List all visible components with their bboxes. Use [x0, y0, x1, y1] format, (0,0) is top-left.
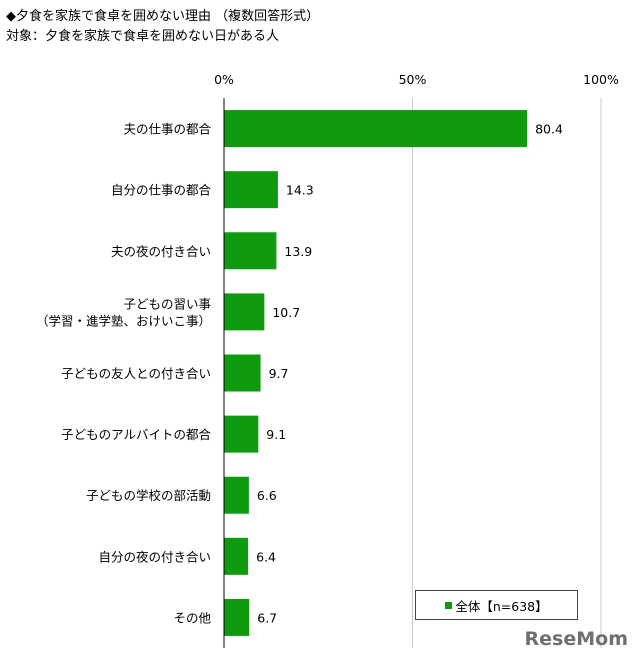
bar — [224, 598, 250, 636]
bar — [224, 476, 249, 514]
category-label: 夫の仕事の都合 — [123, 122, 211, 137]
bar — [224, 415, 259, 453]
watermark-logo: ReseMom — [524, 628, 628, 650]
legend-label: 全体【n=638】 — [455, 598, 548, 614]
category-label: 自分の仕事の都合 — [111, 183, 212, 198]
bar-value-label: 6.7 — [257, 610, 277, 625]
bar — [224, 293, 265, 331]
category-label: 子どもの習い事 — [123, 296, 211, 311]
chart-title: ◆夕食を家族で食卓を囲めない理由 （複数回答形式） — [6, 9, 320, 24]
category-label: （学習・進学塾、おけいこ事） — [36, 313, 211, 328]
bar — [224, 110, 528, 148]
bar-value-label: 14.3 — [286, 183, 314, 198]
bar — [224, 354, 261, 392]
bar-value-label: 6.6 — [257, 488, 277, 503]
category-label: 子どもの友人との付き合い — [61, 366, 211, 381]
x-tick-label: 0% — [214, 72, 234, 87]
bar-value-label: 9.1 — [266, 427, 286, 442]
bar-value-label: 80.4 — [535, 122, 563, 137]
bar-value-label: 6.4 — [256, 549, 276, 564]
x-tick-label: 100% — [583, 72, 619, 87]
category-label: 子どもの学校の部活動 — [86, 488, 211, 503]
chart-subtitle: 対象：夕食を家族で食卓を囲めない日がある人 — [6, 29, 280, 44]
bar-value-label: 10.7 — [272, 305, 300, 320]
category-label: 夫の夜の付き合い — [111, 244, 211, 259]
category-label: 子どものアルバイトの都合 — [61, 427, 211, 442]
bar-value-label: 13.9 — [284, 244, 312, 259]
category-label: 自分の夜の付き合い — [98, 549, 211, 564]
category-label: その他 — [173, 610, 211, 625]
legend: 全体【n=638】 — [415, 590, 578, 620]
bar-value-label: 9.7 — [269, 366, 289, 381]
bar — [224, 232, 277, 270]
legend-swatch — [445, 601, 453, 609]
bar — [224, 171, 278, 209]
x-tick-label: 50% — [399, 72, 427, 87]
bar — [224, 537, 249, 575]
